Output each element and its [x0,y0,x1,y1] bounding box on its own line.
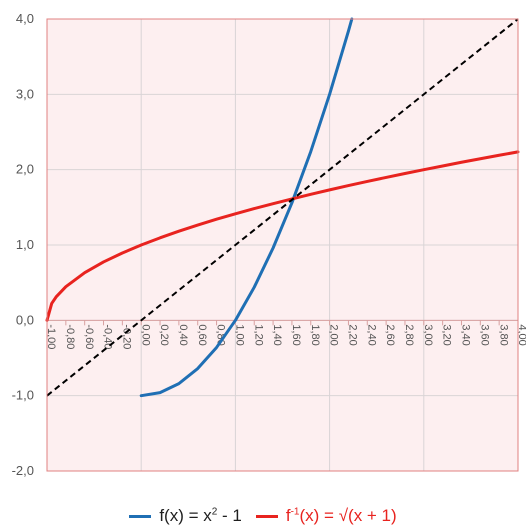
series-line-1 [45,150,520,322]
x-tick-label: 2,60 [384,324,396,345]
x-tick-label: -0,60 [83,324,95,349]
x-tick-label: 0,60 [196,324,208,345]
legend-swatch-f [129,514,152,518]
x-tick-label: 2,80 [403,324,415,345]
x-tick-label: 2,20 [347,324,359,345]
x-tick-label: 2,00 [328,324,340,345]
legend-item-finv: f-1(x) = √(x + 1) [255,506,397,526]
legend-label-finv: f-1(x) = √(x + 1) [285,506,397,525]
y-tick-label: -1,0 [12,388,34,403]
y-tick-label: -2,0 [12,463,34,478]
x-tick-label: 0,40 [177,324,189,345]
x-tick-label: 1,40 [271,324,283,345]
x-tick-label: -0,80 [64,324,76,349]
y-tick-label: 4,0 [16,11,34,26]
y-tick-label: 0,0 [16,312,34,327]
chart: -1,00 -0,80 -0,60 -0,40 -0,20 0,00 0,20 0,40 0,6… [12,11,526,478]
legend-item-f: f(x) = x2 - 1 [129,506,242,526]
x-tick-label: 3,80 [497,324,509,345]
x-tick-label: 1,20 [252,324,264,345]
x-tick-label: -0,40 [102,324,114,349]
x-tick-label: 1,00 [233,324,245,345]
y-tick-label: 1,0 [16,237,34,252]
x-tick-label: 0,00 [139,324,151,345]
y-tick-label: 2,0 [16,162,34,177]
y-tick-label: 3,0 [16,86,34,101]
x-tick-label: 2,40 [365,324,377,345]
series-line-0 [139,17,354,398]
x-tick-label: 0,80 [215,324,227,345]
x-tick-label: 3,20 [441,324,453,345]
legend: f(x) = x2 - 1 f-1(x) = √(x + 1) [0,503,526,529]
x-tick-label: 0,20 [158,324,170,345]
x-tick-label: -0,20 [120,324,132,349]
x-tick-label: 1,60 [290,324,302,345]
x-tick-label: 1,80 [309,324,321,345]
x-tick-label: -1,00 [45,324,57,349]
x-tick-label: 3,40 [460,324,472,345]
legend-swatch-finv [255,514,278,518]
legend-label-f: f(x) = x2 - 1 [159,506,242,525]
plot-frame [46,18,519,472]
x-tick-label: 3,00 [422,324,434,345]
series-line-2 [46,18,519,397]
x-tick-label: 4,00 [516,324,526,345]
x-tick-label: 3,60 [478,324,490,345]
